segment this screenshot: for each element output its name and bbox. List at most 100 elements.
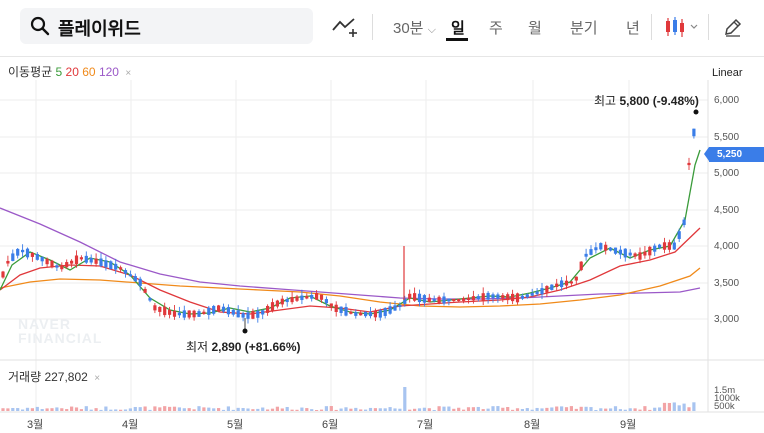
candle-body bbox=[177, 312, 181, 316]
volume-bar bbox=[545, 407, 549, 411]
search-box[interactable]: 플레이위드 bbox=[20, 8, 313, 44]
candle-body bbox=[511, 293, 515, 302]
candle-body bbox=[692, 128, 696, 137]
volume-bar bbox=[486, 408, 490, 411]
candle-body bbox=[633, 253, 637, 257]
interval-30min[interactable]: 30분 ⌵ bbox=[393, 17, 436, 38]
volume-bar bbox=[11, 408, 15, 411]
pencil-icon[interactable] bbox=[723, 17, 743, 37]
volume-bar bbox=[212, 408, 216, 411]
tab-quarter[interactable]: 분기 bbox=[570, 20, 598, 37]
candle-body bbox=[373, 310, 377, 318]
volume-bar bbox=[45, 408, 49, 411]
candle-body bbox=[457, 298, 461, 302]
candle-body bbox=[285, 299, 289, 303]
low-value: 2,890 (+81.66%) bbox=[211, 340, 301, 354]
ma20-label: 20 bbox=[65, 65, 79, 79]
candle-body bbox=[476, 296, 480, 300]
volume-bar bbox=[168, 406, 172, 411]
volume-bar bbox=[648, 409, 652, 411]
candle-body bbox=[555, 283, 559, 287]
volume-bar bbox=[236, 407, 240, 411]
candle-body bbox=[643, 251, 647, 256]
tab-day[interactable]: 일 bbox=[451, 20, 465, 37]
volume-bar bbox=[398, 408, 402, 411]
toolbar: 플레이위드 30분 ⌵ 일 주 월 분기 년 bbox=[0, 0, 764, 57]
candle-body bbox=[94, 258, 98, 264]
candle-body bbox=[672, 242, 676, 250]
volume-bar bbox=[295, 409, 299, 411]
candle-body bbox=[413, 293, 417, 301]
tab-week[interactable]: 주 bbox=[489, 20, 503, 37]
drawing-tool-icon[interactable] bbox=[332, 16, 358, 38]
volume-bar bbox=[339, 408, 343, 411]
candle-body bbox=[471, 296, 475, 301]
candle-body bbox=[682, 219, 686, 226]
scale-mode-button[interactable]: Linear bbox=[712, 67, 743, 79]
candle-type-icon[interactable] bbox=[664, 15, 700, 39]
close-icon[interactable]: × bbox=[125, 68, 132, 79]
candle-body bbox=[599, 243, 603, 250]
volume-bar bbox=[383, 408, 387, 411]
volume-bar bbox=[354, 407, 358, 411]
volume-bar bbox=[525, 408, 529, 411]
candle-body bbox=[40, 256, 44, 262]
volume-bar bbox=[123, 409, 128, 411]
volume-bar bbox=[246, 408, 250, 411]
candle-body bbox=[408, 293, 412, 299]
candle-body bbox=[280, 298, 284, 305]
volume-bar bbox=[506, 406, 510, 411]
x-tick: 9월 bbox=[620, 419, 637, 431]
volume-bar bbox=[599, 408, 603, 411]
ma20-line bbox=[0, 227, 701, 315]
candle-body bbox=[388, 306, 392, 314]
volume-bar bbox=[305, 408, 309, 411]
candle-body bbox=[70, 260, 74, 264]
volume-bar bbox=[476, 406, 480, 411]
candle-body bbox=[30, 252, 34, 257]
search-input[interactable]: 플레이위드 bbox=[58, 19, 141, 39]
volume-bar bbox=[662, 402, 667, 411]
watermark-line2: FINANCIAL bbox=[18, 330, 103, 346]
volume-bar bbox=[55, 407, 59, 411]
volume-bar bbox=[589, 407, 593, 411]
high-marker bbox=[693, 109, 699, 115]
high-label: 최고 bbox=[594, 94, 617, 108]
candle-body bbox=[437, 296, 441, 304]
candle-body bbox=[393, 305, 397, 311]
candle-body bbox=[354, 312, 358, 316]
candle-body bbox=[613, 247, 618, 254]
volume-bar bbox=[177, 407, 181, 411]
tab-year[interactable]: 년 bbox=[626, 20, 640, 37]
volume-bar bbox=[344, 407, 348, 411]
candle-body bbox=[520, 295, 524, 299]
candle-body bbox=[202, 311, 206, 314]
divider bbox=[651, 14, 652, 40]
volume-bar bbox=[50, 408, 54, 411]
volume-bar bbox=[569, 406, 573, 411]
y-tick: 5,000 bbox=[714, 168, 740, 179]
candle-body bbox=[349, 311, 353, 314]
volume-bar bbox=[457, 407, 461, 411]
volume-bar bbox=[119, 409, 123, 411]
tab-month[interactable]: 월 bbox=[528, 20, 542, 37]
x-tick: 8월 bbox=[524, 419, 541, 431]
candle-body bbox=[104, 260, 108, 268]
candle-body bbox=[251, 311, 255, 319]
candle-body bbox=[432, 298, 436, 302]
volume-bar bbox=[378, 408, 382, 411]
close-icon[interactable]: × bbox=[94, 373, 101, 384]
candle-body bbox=[212, 305, 216, 314]
candle-body bbox=[261, 310, 265, 315]
volume-bar bbox=[163, 406, 167, 411]
candle-body bbox=[506, 294, 510, 301]
volume-bar bbox=[226, 406, 230, 411]
candle-body bbox=[300, 295, 304, 301]
candle-body bbox=[246, 312, 250, 319]
candle-body bbox=[398, 305, 402, 308]
volume-bar bbox=[535, 407, 539, 411]
candle-body bbox=[403, 298, 407, 304]
candle-body bbox=[133, 276, 137, 282]
candle-body bbox=[275, 300, 279, 307]
